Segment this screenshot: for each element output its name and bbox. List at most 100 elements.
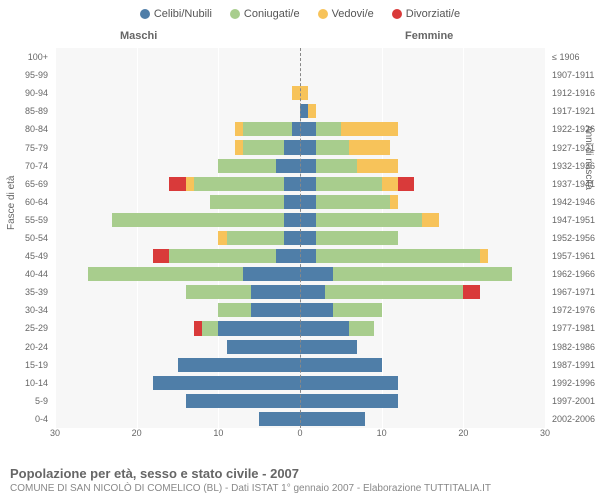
seg-c bbox=[243, 267, 300, 281]
birth-label: 1987-1991 bbox=[548, 361, 600, 370]
seg-v bbox=[422, 213, 438, 227]
seg-v bbox=[357, 159, 398, 173]
seg-co bbox=[316, 159, 357, 173]
seg-co bbox=[88, 267, 243, 281]
age-label: 25-29 bbox=[0, 324, 52, 333]
legend-item: Divorziati/e bbox=[392, 8, 460, 20]
seg-co bbox=[316, 122, 341, 136]
birth-label: 1952-1956 bbox=[548, 234, 600, 243]
y-axis-right: ≤ 19061907-19111912-19161917-19211922-19… bbox=[548, 48, 600, 428]
birth-label: 2002-2006 bbox=[548, 415, 600, 424]
seg-co bbox=[316, 231, 398, 245]
x-tick: 20 bbox=[132, 428, 142, 438]
centerline bbox=[300, 48, 301, 428]
legend-swatch bbox=[392, 9, 402, 19]
seg-c bbox=[300, 394, 398, 408]
seg-c bbox=[276, 249, 301, 263]
birth-label: 1967-1971 bbox=[548, 288, 600, 297]
x-axis: 3020100102030 bbox=[55, 428, 545, 442]
seg-c bbox=[218, 321, 300, 335]
legend-item: Celibi/Nubili bbox=[140, 8, 212, 20]
age-label: 50-54 bbox=[0, 234, 52, 243]
age-label: 80-84 bbox=[0, 125, 52, 134]
seg-c bbox=[300, 122, 316, 136]
seg-v bbox=[382, 177, 398, 191]
legend-swatch bbox=[140, 9, 150, 19]
x-tick: 10 bbox=[377, 428, 387, 438]
birth-label: 1917-1921 bbox=[548, 107, 600, 116]
seg-c bbox=[300, 177, 316, 191]
birth-label: 1942-1946 bbox=[548, 198, 600, 207]
seg-c bbox=[284, 231, 300, 245]
legend-swatch bbox=[230, 9, 240, 19]
age-label: 35-39 bbox=[0, 288, 52, 297]
age-label: 100+ bbox=[0, 53, 52, 62]
birth-label: 1957-1961 bbox=[548, 252, 600, 261]
x-tick: 30 bbox=[540, 428, 550, 438]
seg-co bbox=[243, 122, 292, 136]
seg-d bbox=[398, 177, 414, 191]
seg-co bbox=[227, 231, 284, 245]
seg-c bbox=[300, 285, 325, 299]
age-label: 90-94 bbox=[0, 89, 52, 98]
seg-co bbox=[316, 195, 390, 209]
seg-c bbox=[284, 177, 300, 191]
birth-label: ≤ 1906 bbox=[548, 53, 600, 62]
x-tick: 30 bbox=[50, 428, 60, 438]
seg-co bbox=[243, 140, 284, 154]
seg-co bbox=[186, 285, 251, 299]
birth-label: 1922-1926 bbox=[548, 125, 600, 134]
birth-label: 1937-1941 bbox=[548, 180, 600, 189]
age-label: 70-74 bbox=[0, 162, 52, 171]
birth-label: 1977-1981 bbox=[548, 324, 600, 333]
legend-label: Celibi/Nubili bbox=[154, 8, 212, 20]
seg-c bbox=[300, 213, 316, 227]
seg-co bbox=[316, 249, 479, 263]
seg-c bbox=[300, 249, 316, 263]
age-label: 45-49 bbox=[0, 252, 52, 261]
seg-c bbox=[300, 340, 357, 354]
age-label: 30-34 bbox=[0, 306, 52, 315]
x-tick: 0 bbox=[297, 428, 302, 438]
birth-label: 1907-1911 bbox=[548, 71, 600, 80]
age-label: 0-4 bbox=[0, 415, 52, 424]
seg-v bbox=[235, 140, 243, 154]
age-label: 85-89 bbox=[0, 107, 52, 116]
seg-co bbox=[333, 267, 513, 281]
seg-co bbox=[333, 303, 382, 317]
seg-c bbox=[300, 231, 316, 245]
seg-c bbox=[284, 195, 300, 209]
seg-c bbox=[251, 285, 300, 299]
seg-v bbox=[300, 86, 308, 100]
seg-d bbox=[194, 321, 202, 335]
seg-c bbox=[251, 303, 300, 317]
label-male: Maschi bbox=[120, 30, 157, 42]
seg-c bbox=[300, 321, 349, 335]
birth-label: 1947-1951 bbox=[548, 216, 600, 225]
age-label: 20-24 bbox=[0, 343, 52, 352]
seg-c bbox=[300, 303, 333, 317]
seg-v bbox=[390, 195, 398, 209]
seg-co bbox=[194, 177, 284, 191]
seg-c bbox=[227, 340, 301, 354]
seg-c bbox=[186, 394, 300, 408]
legend-label: Divorziati/e bbox=[406, 8, 460, 20]
label-female: Femmine bbox=[405, 30, 453, 42]
birth-label: 1972-1976 bbox=[548, 306, 600, 315]
legend-swatch bbox=[318, 9, 328, 19]
seg-c bbox=[300, 159, 316, 173]
legend-label: Vedovi/e bbox=[332, 8, 374, 20]
y-axis-left: 100+95-9990-9485-8980-8475-7970-7465-696… bbox=[0, 48, 52, 428]
legend: Celibi/NubiliConiugati/eVedovi/eDivorzia… bbox=[0, 0, 600, 24]
legend-item: Vedovi/e bbox=[318, 8, 374, 20]
seg-c bbox=[300, 376, 398, 390]
age-label: 95-99 bbox=[0, 71, 52, 80]
seg-c bbox=[300, 267, 333, 281]
seg-v bbox=[292, 86, 300, 100]
seg-co bbox=[202, 321, 218, 335]
seg-v bbox=[218, 231, 226, 245]
chart-title: Popolazione per età, sesso e stato civil… bbox=[10, 466, 590, 481]
age-label: 10-14 bbox=[0, 379, 52, 388]
chart-subtitle: COMUNE DI SAN NICOLÒ DI COMELICO (BL) - … bbox=[10, 483, 590, 494]
footer: Popolazione per età, sesso e stato civil… bbox=[10, 466, 590, 494]
